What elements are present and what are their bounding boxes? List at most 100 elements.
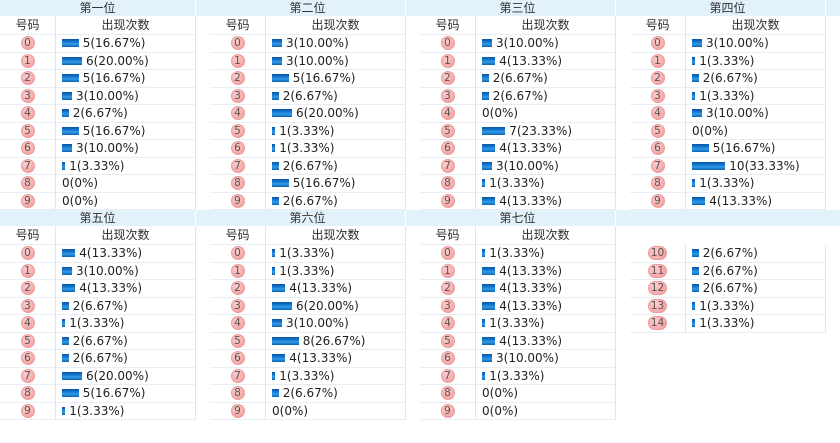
- number-cell: 1: [0, 263, 55, 280]
- number-cell: 7: [0, 368, 55, 385]
- count-cell: 2(6.67%): [685, 262, 826, 280]
- number-cell: 8: [0, 385, 55, 403]
- number-cell: 6: [420, 140, 475, 158]
- frequency-row: 6 4(13.33%): [420, 140, 630, 158]
- section-title-band: 第四位: [630, 0, 840, 16]
- count-cell: 4(13.33%): [475, 332, 616, 350]
- number-badge: 8: [440, 386, 455, 401]
- section-title: 第二位: [210, 0, 406, 16]
- count-cell: 1(3.33%): [685, 87, 826, 105]
- column-header-count: 出现次数: [55, 16, 196, 35]
- count-label: 2(6.67%): [702, 246, 758, 261]
- frequency-row: 1 1(3.33%): [630, 52, 840, 70]
- number-cell: 7: [630, 158, 685, 175]
- frequency-row: 7 2(6.67%): [210, 157, 420, 175]
- number-badge: 1: [650, 53, 665, 68]
- count-cell: 2(6.67%): [685, 245, 826, 263]
- row-spacer: [406, 175, 420, 193]
- number-badge: 7: [20, 158, 35, 173]
- number-badge: 4: [230, 316, 245, 331]
- count-cell: 1(3.33%): [685, 175, 826, 193]
- count-cell: 4(13.33%): [475, 297, 616, 315]
- number-cell: 5: [0, 333, 55, 350]
- number-badge: 4: [650, 106, 665, 121]
- section-title-band: [630, 210, 840, 226]
- count-cell: 1(3.33%): [265, 140, 406, 158]
- count-cell: 1(3.33%): [685, 315, 826, 333]
- count-label: 0(0%): [482, 106, 519, 121]
- count-label: 5(16.67%): [82, 386, 146, 401]
- frequency-row: 9 2(6.67%): [210, 192, 420, 211]
- column-spacer: [616, 226, 630, 245]
- count-cell: 0(0%): [265, 402, 406, 420]
- count-cell: 5(16.67%): [265, 70, 406, 88]
- row-spacer: [406, 263, 420, 281]
- number-cell: 8: [630, 175, 685, 193]
- frequency-row: 1 3(10.00%): [210, 52, 420, 70]
- row-spacer: [196, 280, 210, 298]
- row-spacer: [406, 193, 420, 211]
- frequency-row: 1 1(3.33%): [210, 262, 420, 281]
- frequency-bar: [692, 284, 699, 293]
- count-cell: 0(0%): [55, 192, 196, 210]
- row-spacer: [196, 88, 210, 106]
- number-badge: 9: [20, 403, 35, 418]
- frequency-row: 8 0(0%): [0, 175, 210, 193]
- number-badge: 5: [440, 333, 455, 348]
- row-spacer: [616, 140, 630, 158]
- frequency-row: 5 1(3.33%): [210, 122, 420, 140]
- frequency-bar: [62, 91, 72, 100]
- number-cell: 5: [420, 333, 475, 350]
- row-spacer: [406, 368, 420, 386]
- row-spacer: [196, 70, 210, 88]
- number-badge: 2: [20, 71, 35, 86]
- row-spacer: [826, 263, 840, 281]
- number-badge: 0: [440, 246, 455, 261]
- row-spacer: [616, 105, 630, 123]
- count-label: 5(16.67%): [292, 71, 356, 86]
- count-label: 2(6.67%): [282, 158, 338, 173]
- count-cell: 8(26.67%): [265, 332, 406, 350]
- number-badge: 14: [647, 316, 668, 331]
- frequency-bar: [272, 301, 292, 310]
- count-cell: 2(6.67%): [685, 70, 826, 88]
- number-badge: 6: [20, 141, 35, 156]
- row-spacer: [196, 333, 210, 351]
- frequency-bar: [482, 371, 486, 380]
- count-cell: 4(13.33%): [685, 192, 826, 210]
- frequency-bar: [62, 144, 72, 153]
- count-label: 1(3.33%): [699, 88, 755, 103]
- row-spacer: [616, 53, 630, 71]
- frequency-row: 1 4(13.33%): [420, 262, 630, 280]
- number-badge: 4: [440, 106, 455, 121]
- frequency-bar: [482, 336, 496, 345]
- number-badge: 2: [230, 281, 245, 296]
- row-spacer: [196, 175, 210, 193]
- count-label: 1(3.33%): [699, 316, 755, 331]
- count-cell: 3(10.00%): [265, 52, 406, 70]
- frequency-bar: [62, 354, 69, 363]
- count-cell: 2(6.67%): [475, 70, 616, 88]
- column-header-number: 号码: [210, 226, 265, 245]
- number-badge: 5: [20, 123, 35, 138]
- number-badge: 3: [20, 298, 35, 313]
- row-spacer: [616, 35, 630, 53]
- row-spacer: [826, 298, 840, 316]
- frequency-rows: 0 3(10.00%) 1 1(3.33%) 2 2(6.67%) 3: [630, 35, 840, 210]
- count-cell: 2(6.67%): [685, 280, 826, 298]
- frequency-bar: [272, 91, 279, 100]
- frequency-bar: [482, 144, 496, 153]
- frequency-row: 0 1(3.33%): [210, 245, 420, 263]
- number-badge: 9: [20, 193, 35, 208]
- frequency-row: 7 3(10.00%): [420, 157, 630, 175]
- frequency-row: 2 5(16.67%): [0, 70, 210, 88]
- frequency-bar: [692, 179, 696, 188]
- number-badge: 4: [230, 106, 245, 121]
- frequency-rows: 0 3(10.00%) 1 3(10.00%) 2 5(16.67%) 3: [210, 35, 420, 210]
- frequency-bar: [692, 56, 696, 65]
- frequency-bar: [692, 39, 702, 48]
- frequency-row: 4 1(3.33%): [420, 315, 630, 333]
- position-section: 第一位 号码 出现次数 0 5(16.67%) 1 6(20.00%) 2: [0, 0, 210, 210]
- count-cell: 1(3.33%): [475, 367, 616, 385]
